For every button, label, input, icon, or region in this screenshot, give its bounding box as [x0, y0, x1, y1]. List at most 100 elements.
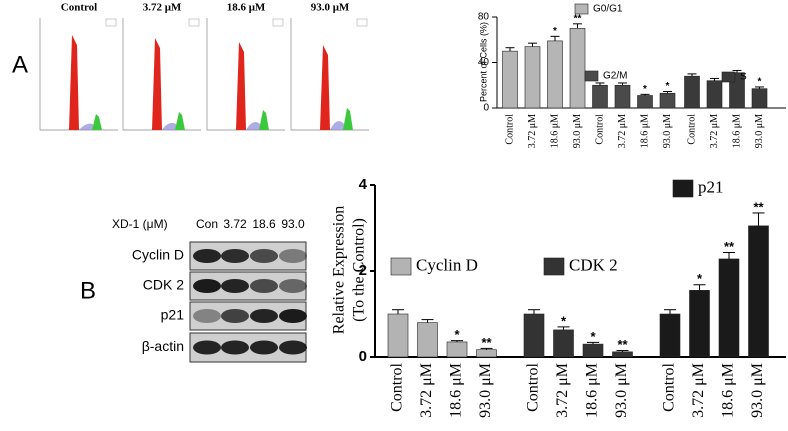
blot-row-label: p21 [161, 307, 185, 323]
lane-label: 93.0 [281, 217, 305, 231]
bar [748, 225, 769, 358]
legend-label: CDK 2 [569, 255, 618, 274]
bar [592, 84, 608, 109]
legend-swatch [584, 70, 599, 82]
bar [659, 313, 681, 358]
bar [751, 88, 768, 109]
bar [689, 290, 710, 358]
flow-legend [272, 18, 284, 27]
x-tick-label: 3.72 μM [709, 114, 720, 148]
x-tick-label: 3.72 μM [418, 363, 435, 418]
bar [446, 341, 468, 358]
error-bar [587, 341, 599, 345]
x-tick-label: 18.6 μM [448, 363, 465, 418]
error-bar [618, 82, 627, 86]
error-bar [663, 91, 672, 94]
lane-label: 3.72 [223, 217, 247, 231]
y-axis-label: Relative Expression [331, 206, 348, 334]
x-tick-label: Control [525, 362, 542, 411]
error-bar [480, 347, 493, 350]
significance-mark: * [666, 81, 670, 92]
error-bar [505, 47, 515, 52]
bar [612, 351, 633, 358]
error-bar [640, 93, 650, 96]
blot-band [250, 340, 278, 355]
bar [417, 322, 438, 358]
error-bar [732, 69, 742, 73]
flow-axes [290, 18, 369, 131]
x-tick-label: Control [661, 362, 678, 411]
error-bar [550, 35, 560, 41]
legend-label: p21 [698, 177, 724, 196]
bar [706, 80, 723, 109]
bar [659, 92, 676, 109]
error-bar [616, 350, 629, 352]
error-bar [755, 86, 764, 89]
blot-band [250, 249, 278, 263]
error-bar [723, 252, 735, 259]
x-tick-label: Control [686, 114, 697, 145]
legend-label: Cyclin D [416, 255, 478, 274]
x-tick-label: 93.0 μM [572, 114, 583, 148]
s-area [162, 122, 176, 130]
bar [547, 40, 563, 109]
flow-title: Control [61, 2, 97, 14]
blot-band [221, 340, 249, 355]
significance-mark: * [758, 77, 762, 88]
significance-mark: * [697, 271, 703, 286]
panel-label: A [12, 51, 28, 78]
y-tick-label: 80 [478, 12, 490, 23]
bar [524, 46, 541, 109]
y-tick-label: 2 [359, 262, 367, 279]
x-tick-label: 18.6 μM [639, 114, 650, 148]
error-bar [595, 82, 605, 86]
x-tick-label: 93.0 μM [662, 114, 673, 148]
legend-label: G2/M [603, 71, 627, 82]
significance-mark: * [561, 313, 567, 328]
bar [476, 349, 497, 358]
y-tick-label: 0 [483, 103, 489, 114]
g2-peak [259, 110, 269, 130]
error-bar [451, 340, 463, 342]
lane-label: 18.6 [252, 217, 276, 231]
panel-label: B [80, 277, 96, 304]
legend-swatch [574, 3, 589, 15]
blot-row-label: β-actin [142, 338, 184, 354]
x-tick-label: 3.72 μM [554, 363, 571, 418]
error-bar [687, 73, 697, 77]
error-bar [752, 212, 765, 226]
g2-peak [343, 108, 353, 130]
significance-mark: ** [724, 239, 735, 254]
bar [582, 343, 604, 358]
bar [569, 28, 586, 109]
x-tick-label: 93.0 μM [613, 363, 630, 418]
flow-axes [39, 18, 118, 131]
blot-band [279, 309, 307, 323]
s-area [330, 121, 344, 130]
significance-mark: ** [574, 13, 582, 24]
g1-peak [152, 38, 162, 130]
x-tick-label: 3.72 μM [690, 363, 707, 418]
blot-row-label: CDK 2 [143, 277, 184, 293]
x-tick-label: 93.0 μM [477, 363, 494, 418]
error-bar [557, 326, 570, 330]
error-bar [664, 309, 676, 314]
x-tick-label: Control [594, 114, 605, 145]
x-tick-label: 18.6 μM [731, 114, 742, 148]
blot-treatment-label: XD-1 (μM) [112, 217, 168, 231]
blot-band [221, 249, 249, 263]
significance-mark: ** [617, 337, 628, 352]
error-bar [710, 77, 719, 81]
x-tick-label: 93.0 μM [749, 363, 766, 418]
error-bar [573, 23, 582, 29]
bar [523, 313, 545, 358]
legend-swatch [390, 257, 412, 276]
significance-mark: ** [481, 335, 492, 350]
x-tick-label: 18.6 μM [720, 363, 737, 418]
legend-swatch [721, 71, 736, 83]
s-area [79, 123, 93, 130]
error-bar [528, 42, 537, 47]
y-axis-label: (To the Control) [351, 218, 368, 322]
y-tick-label: 0 [359, 348, 367, 365]
